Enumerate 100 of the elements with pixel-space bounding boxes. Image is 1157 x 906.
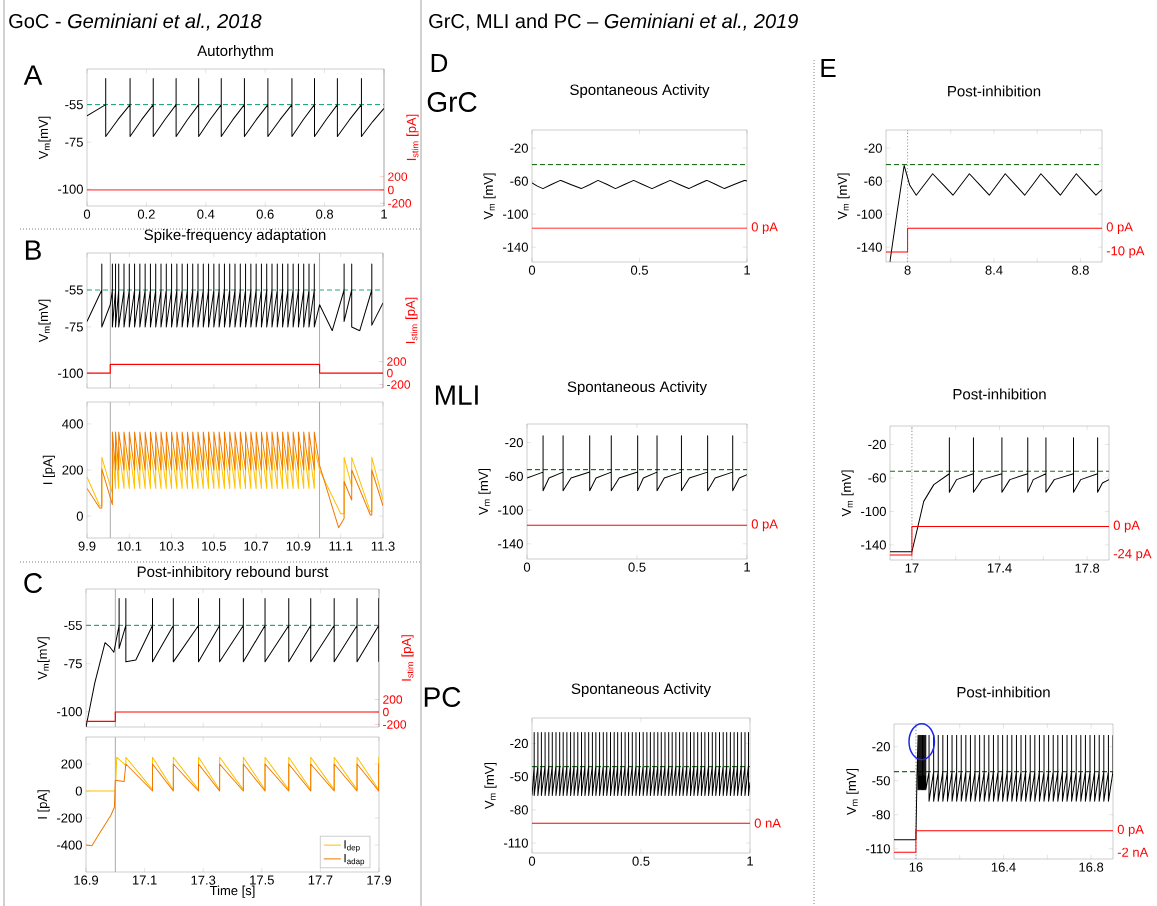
y-tick-label: -20 — [505, 437, 523, 448]
x-tick-label: 17.1 — [132, 875, 157, 885]
y2-axis-title: I$_{stim}$ [pA] — [406, 114, 419, 161]
text: MLI — [435, 385, 478, 405]
y-tick-label: -20 — [868, 439, 886, 450]
x-tick-label: 16.8 — [1079, 862, 1104, 872]
x-tick-label: 8 — [904, 265, 911, 275]
x-tick-label: 0.5 — [632, 856, 650, 866]
y-tick-label: -140 — [498, 539, 523, 549]
x-tick-label: 0.6 — [256, 209, 274, 219]
y-tick-label: -20 — [864, 143, 882, 153]
x-tick-label: 1 — [381, 209, 387, 219]
text: -2 nA — [1117, 847, 1149, 857]
y-tick-label: -55 — [65, 285, 83, 295]
y-axis-title: V$_{m}$ [mV] — [483, 173, 496, 220]
y2-axis-title: I$_{stim}$ [pA] — [401, 635, 414, 681]
y-tick-label: -55 — [65, 100, 83, 110]
chart-title: Spontaneous Activity — [571, 683, 711, 697]
y-tick-label: -60 — [510, 176, 528, 186]
y2-tick-label: 0 — [388, 185, 394, 195]
chart-title: Spontaneous Activity — [567, 381, 707, 395]
x-tick-label: 9.9 — [78, 541, 96, 551]
y-tick-label: -110 — [866, 844, 890, 854]
x-tick-label: 16.9 — [74, 875, 99, 885]
y-tick-label: -140 — [857, 242, 882, 252]
x-tick-label: 10.3 — [159, 541, 184, 551]
y-tick-label: -60 — [505, 471, 523, 481]
y2-tick-label: -200 — [387, 380, 411, 389]
y-tick-label: -75 — [65, 322, 83, 332]
text: A — [23, 65, 43, 85]
text: GrC — [427, 92, 477, 112]
y-tick-label: -100 — [503, 209, 528, 219]
y-axis-title: I [pA] — [37, 790, 50, 819]
y2-tick-label: -200 — [388, 199, 412, 208]
x-tick-label: 0 — [83, 209, 91, 219]
y-tick-label: -75 — [65, 137, 83, 147]
text: 0 pA — [1117, 824, 1144, 837]
x-tick-label: 17.5 — [250, 875, 274, 885]
y-tick-label: -20 — [510, 143, 528, 153]
y-tick-label: -100 — [58, 368, 83, 378]
y-tick-label: 0 — [76, 511, 83, 521]
y2-tick-label: 200 — [387, 357, 407, 366]
x-axis-title: Time [s] — [209, 885, 255, 898]
y2-tick-label: 200 — [383, 695, 403, 704]
chart-title: Autorhythm — [197, 45, 273, 59]
x-tick-label: 11.1 — [329, 541, 353, 551]
text: -24 pA — [1113, 549, 1152, 561]
y-tick-label: -100 — [498, 505, 523, 515]
text: GoC - Geminiani et al., 2018 — [9, 13, 262, 31]
y-tick-label: -50 — [510, 772, 528, 782]
text: E — [821, 59, 836, 77]
chart-title: Post-inhibition — [948, 85, 1041, 97]
y-tick-label: -100 — [57, 707, 82, 717]
y-axis-title: V$_{m}$[mV] — [38, 116, 51, 160]
y-tick-label: -80 — [872, 810, 890, 820]
y-axis-title: V$_{m}$ [mV] — [841, 470, 854, 517]
x-tick-label: 8.4 — [985, 265, 1003, 275]
y-tick-label: -400 — [57, 840, 82, 850]
y2-axis-title: I$_{stim}$ [pA] — [405, 297, 418, 344]
text: 0 pA — [751, 222, 778, 235]
x-tick-label: 10.5 — [202, 541, 226, 551]
x-tick-label: 1 — [747, 856, 753, 866]
text: 0 pA — [1106, 222, 1133, 235]
text: 0 pA — [1113, 520, 1140, 533]
y2-tick-label: -200 — [383, 720, 407, 729]
y-axis-title: V$_{m}$[mV] — [37, 637, 50, 680]
x-tick-label: 16 — [909, 862, 923, 872]
y-tick-label: -100 — [861, 506, 886, 517]
x-tick-label: 0.5 — [628, 562, 646, 572]
chart-title: Spike-frequency adaptation — [144, 229, 326, 243]
x-tick-label: 17.3 — [191, 875, 216, 885]
x-tick-label: 11.3 — [371, 541, 395, 551]
y-axis-title: V$_{m}$ [mV] — [837, 173, 850, 220]
y-tick-label: -200 — [57, 813, 82, 823]
y-tick-label: -100 — [857, 209, 882, 219]
y-tick-label: 200 — [62, 465, 83, 475]
y-tick-label: 200 — [61, 759, 82, 769]
text: 0 nA — [754, 818, 781, 828]
y-tick-label: -60 — [864, 176, 882, 186]
y-axis-title: V$_{m}$ [mV] — [484, 762, 497, 809]
y-tick-label: -55 — [64, 620, 82, 630]
chart-title: Spontaneous Activity — [570, 84, 710, 98]
text: D — [431, 54, 448, 72]
x-tick-label: 17.4 — [987, 563, 1012, 573]
legend-label: I$_{dep}$ — [344, 840, 360, 852]
y-tick-label: 0 — [75, 786, 82, 796]
text: GrC, MLI and PC – Geminiani et al., 2019 — [429, 13, 798, 31]
y-tick-label: 400 — [62, 419, 83, 429]
chart-title: Post-inhibitory rebound burst — [137, 566, 329, 580]
x-tick-label: 17.8 — [1075, 563, 1100, 573]
x-tick-label: 17 — [905, 563, 919, 573]
x-tick-label: 0.2 — [137, 209, 155, 219]
text: B — [25, 240, 41, 260]
y-tick-label: -110 — [504, 838, 528, 848]
x-tick-label: 8.8 — [1071, 265, 1089, 275]
y-axis-title: V$_{m}$[mV] — [38, 299, 51, 343]
x-tick-label: 10.9 — [286, 541, 311, 551]
text: 0 pA — [751, 519, 778, 532]
y-axis-title: V$_{m}$ [mV] — [478, 468, 491, 515]
chart-title: Post-inhibition — [957, 686, 1050, 698]
